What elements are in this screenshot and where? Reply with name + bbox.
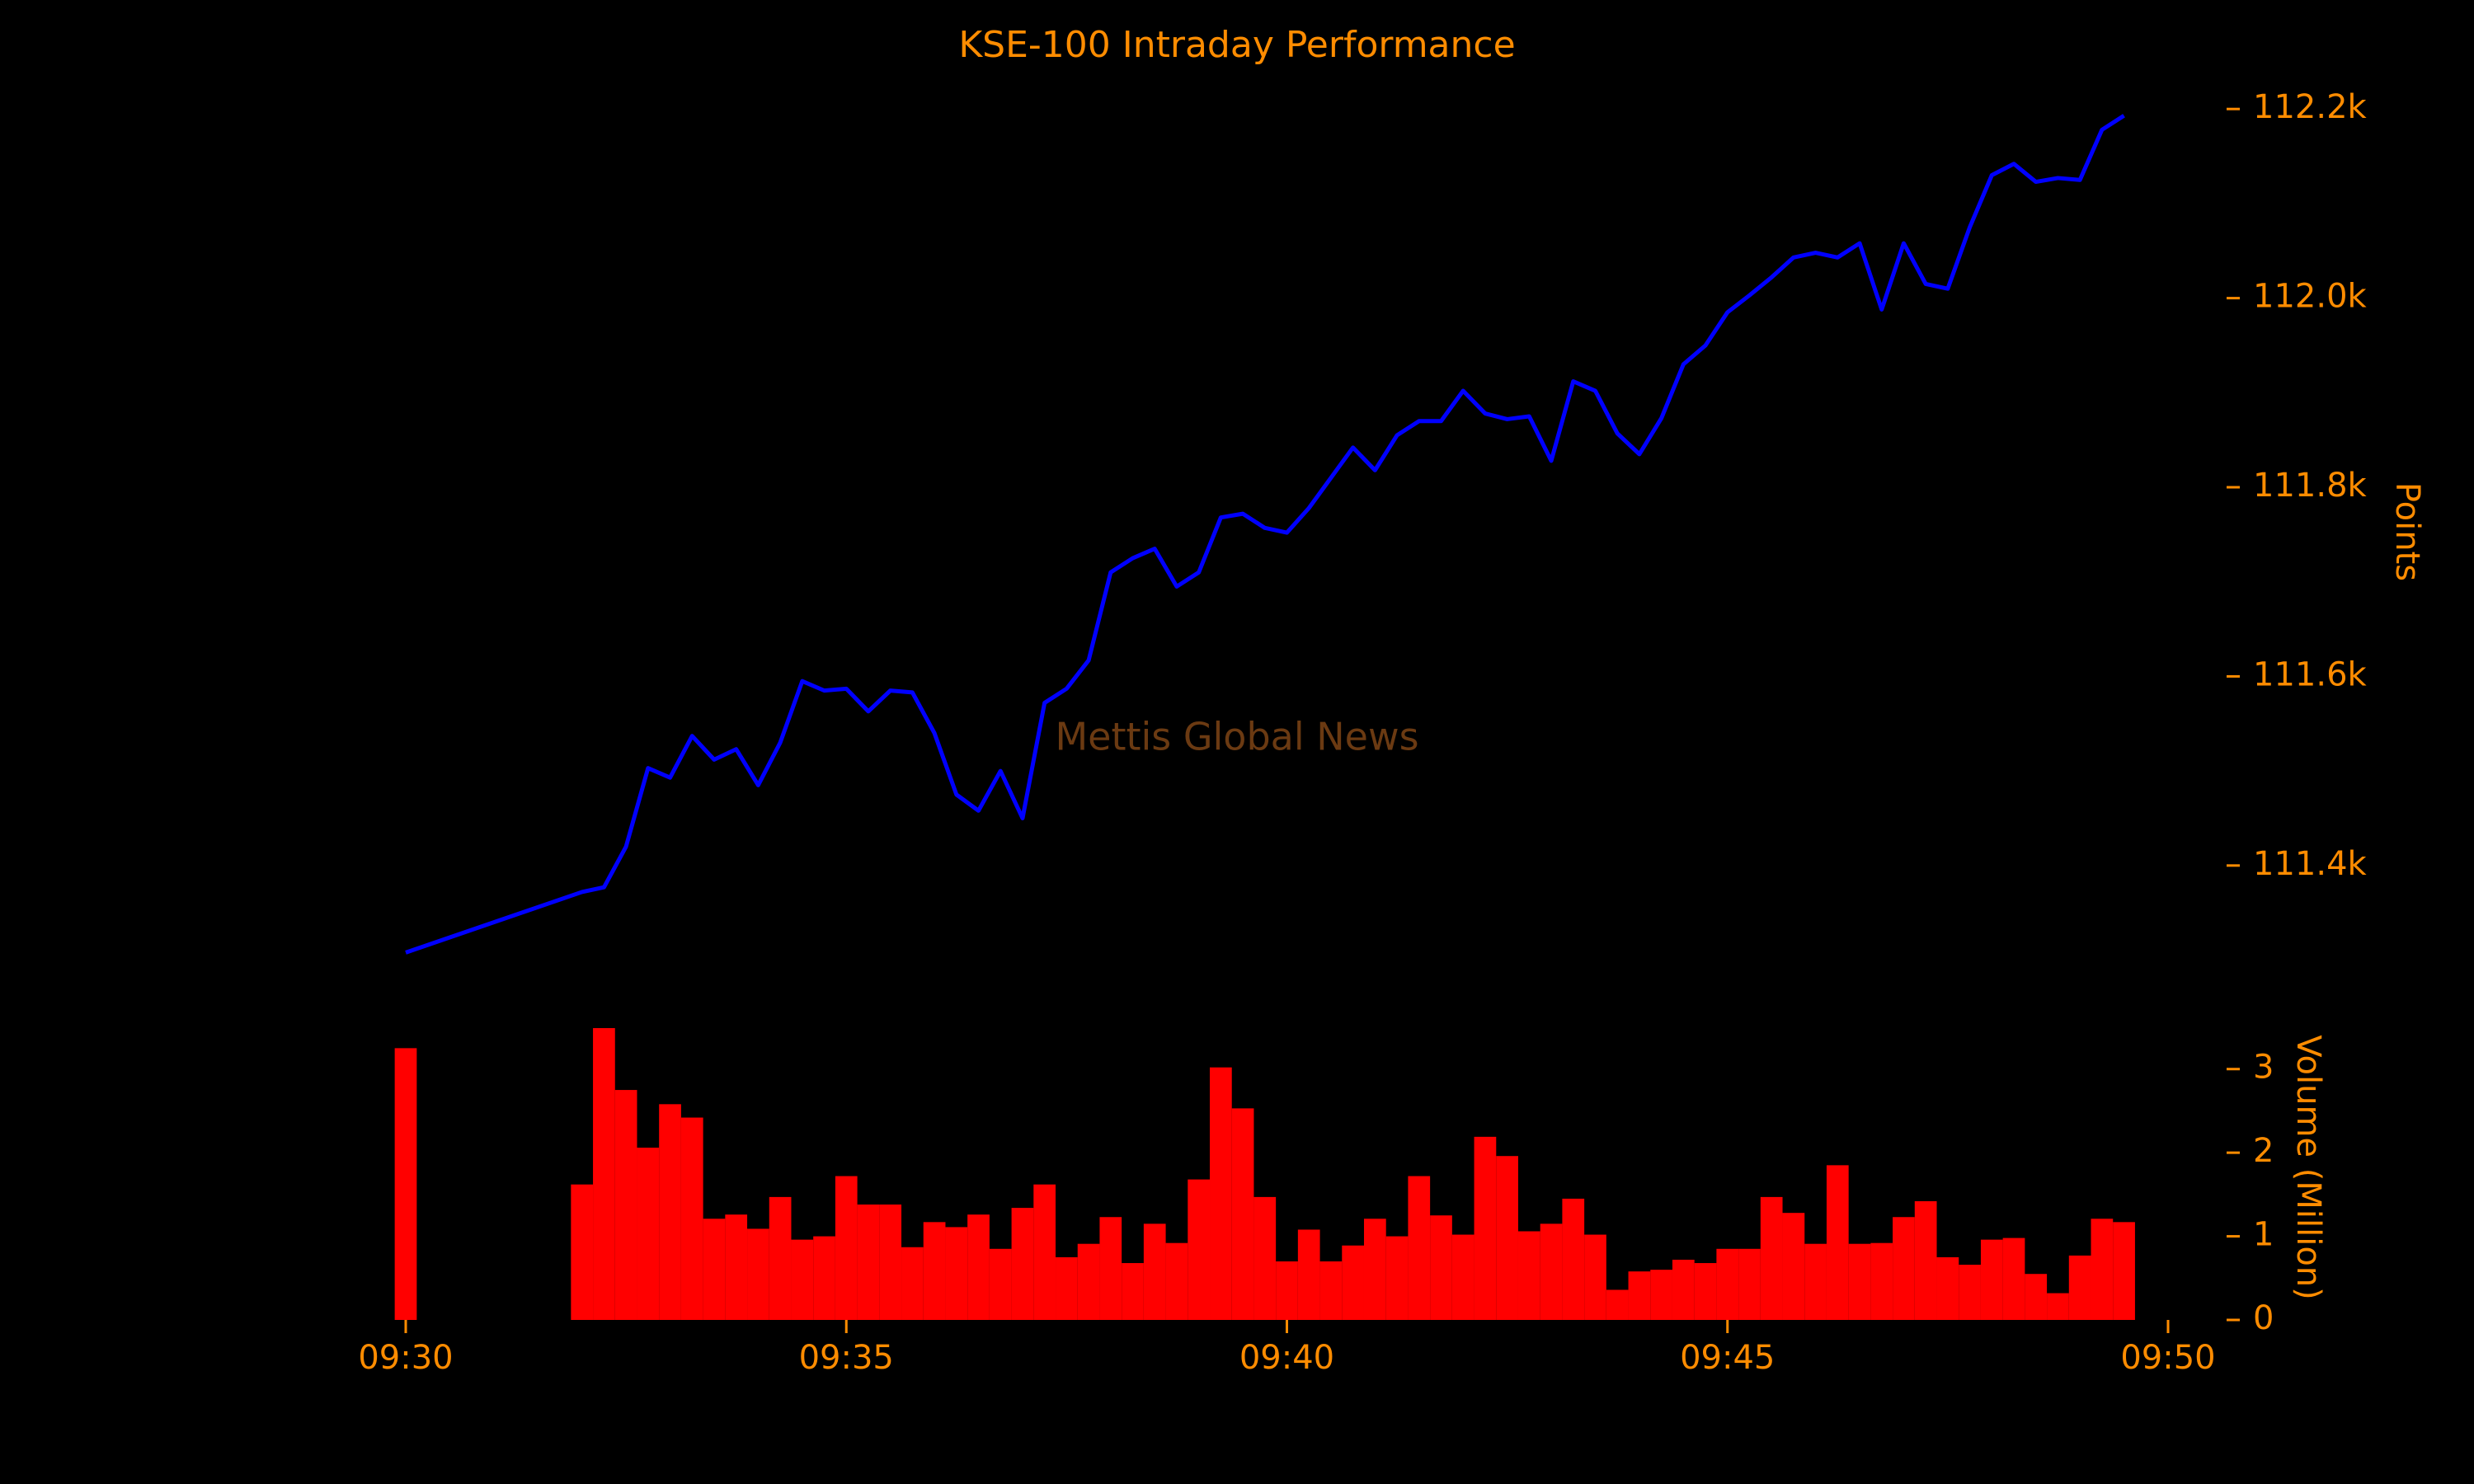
y-tick-label: 3 xyxy=(2253,1049,2274,1087)
y-axis-label: Volume (Million) xyxy=(2289,1035,2327,1299)
volume-bar xyxy=(680,1117,703,1320)
volume-bar xyxy=(1980,1239,2003,1320)
volume-bar xyxy=(1870,1242,1893,1320)
y-tick-label: 0 xyxy=(2253,1299,2274,1337)
volume-bar xyxy=(747,1228,769,1320)
y-tick-label: 111.6k xyxy=(2253,655,2368,693)
volume-bar xyxy=(1562,1198,1585,1320)
volume-bar xyxy=(1760,1196,1783,1320)
volume-bar xyxy=(2068,1255,2091,1320)
volume-bar xyxy=(1056,1256,1078,1320)
price-line xyxy=(405,114,2125,955)
chart-title: KSE-100 Intraday Performance xyxy=(958,24,1515,66)
y-axis-label: Points xyxy=(2388,482,2426,581)
y-tick-label: 2 xyxy=(2253,1132,2274,1170)
volume-bar xyxy=(1672,1259,1695,1320)
volume-bar xyxy=(945,1227,968,1320)
volume-bar xyxy=(1188,1179,1211,1320)
volume-bar xyxy=(857,1205,880,1320)
volume-bar xyxy=(703,1219,726,1320)
volume-bar xyxy=(1959,1265,1981,1320)
volume-bar xyxy=(989,1248,1012,1320)
volume-bar xyxy=(1430,1215,1452,1320)
volume-bar xyxy=(1716,1248,1739,1320)
volume-bar xyxy=(1848,1243,1871,1320)
volume-bar xyxy=(1517,1231,1540,1320)
volume-bar xyxy=(1165,1242,1188,1320)
volume-bar xyxy=(1474,1136,1497,1320)
volume-bar xyxy=(769,1196,792,1320)
volume-bar xyxy=(923,1222,946,1320)
volume-bar xyxy=(879,1205,902,1320)
volume-bar xyxy=(1893,1217,1915,1320)
volume-bar xyxy=(2002,1237,2025,1320)
volume-bar xyxy=(614,1090,637,1320)
x-tick-label: 09:40 xyxy=(1239,1339,1334,1377)
volume-bar xyxy=(1143,1223,1166,1320)
x-tick-label: 09:35 xyxy=(799,1339,894,1377)
volume-bar xyxy=(1363,1219,1386,1320)
volume-bar xyxy=(1628,1271,1651,1320)
volume-bar xyxy=(1804,1243,1827,1320)
volume-bar xyxy=(1408,1176,1431,1320)
volume-bar xyxy=(1540,1223,1563,1320)
y-tick-label: 112.0k xyxy=(2253,278,2368,316)
volume-bar xyxy=(1297,1229,1320,1320)
volume-bar xyxy=(1011,1208,1034,1320)
volume-bar xyxy=(1584,1234,1606,1320)
volume-bar xyxy=(1782,1213,1805,1320)
volume-bar xyxy=(1826,1165,1849,1320)
volume-bar xyxy=(1276,1261,1298,1320)
volume-bar xyxy=(2047,1293,2069,1320)
volume-bar xyxy=(593,1028,615,1320)
x-tick-label: 09:50 xyxy=(2120,1339,2215,1377)
y-tick-label: 1 xyxy=(2253,1216,2274,1254)
volume-bar xyxy=(1122,1263,1144,1320)
volume-bar xyxy=(901,1247,924,1320)
volume-bar xyxy=(791,1239,814,1320)
volume-bar xyxy=(1738,1248,1761,1320)
volume-bar xyxy=(813,1236,835,1320)
volume-bar xyxy=(1694,1263,1717,1320)
y-tick-label: 112.2k xyxy=(2253,88,2368,126)
volume-bar xyxy=(967,1214,990,1320)
volume-bar xyxy=(1210,1067,1232,1320)
watermark: Mettis Global News xyxy=(1055,715,1418,759)
volume-bar xyxy=(2025,1274,2048,1320)
volume-bar xyxy=(1099,1217,1122,1320)
volume-bar xyxy=(659,1104,681,1320)
volume-bar xyxy=(2113,1222,2135,1320)
x-tick-label: 09:45 xyxy=(1680,1339,1775,1377)
y-tick-label: 111.4k xyxy=(2253,845,2368,883)
volume-bar xyxy=(1253,1196,1277,1320)
volume-bar xyxy=(725,1214,748,1320)
x-tick-label: 09:30 xyxy=(358,1339,453,1377)
volume-bar xyxy=(1451,1234,1475,1320)
volume-bar xyxy=(1914,1200,1937,1320)
volume-bar xyxy=(1231,1108,1254,1320)
volume-bar xyxy=(1033,1184,1056,1320)
volume-bar xyxy=(571,1184,594,1320)
volume-bar xyxy=(1342,1245,1364,1320)
volume-bar xyxy=(835,1176,858,1320)
volume-bar xyxy=(1496,1156,1518,1320)
volume-bar xyxy=(1077,1243,1100,1320)
volume-bar xyxy=(1650,1270,1672,1320)
y-tick-label: 111.8k xyxy=(2253,467,2368,505)
volume-bar xyxy=(394,1048,417,1320)
volume-bar xyxy=(2091,1219,2114,1320)
volume-bar xyxy=(637,1148,660,1320)
volume-bar xyxy=(1606,1289,1629,1320)
volume-bar xyxy=(1385,1236,1409,1320)
volume-bar xyxy=(1319,1261,1343,1320)
volume-bar xyxy=(1936,1256,1959,1320)
